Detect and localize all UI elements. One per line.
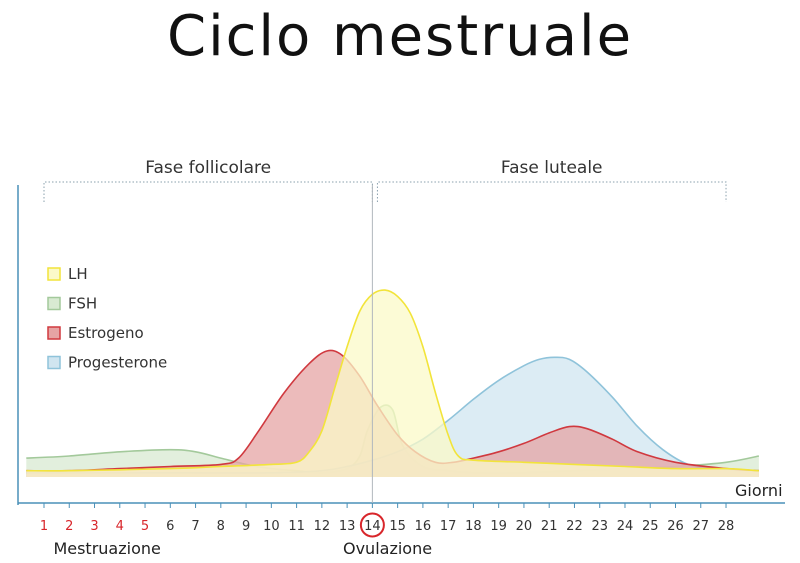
legend: LH FSH Estrogeno Progesterone — [47, 265, 167, 372]
legend-swatch-progesterone — [47, 355, 61, 370]
tick-label-1: 1 — [40, 519, 48, 534]
annotation-ovulazione: Ovulazione — [343, 539, 432, 558]
legend-label-progesterone: Progesterone — [68, 354, 167, 372]
tick-label-19: 19 — [490, 519, 507, 534]
phase-label-fase-follicolare: Fase follicolare — [145, 158, 271, 178]
tick-label-12: 12 — [314, 519, 331, 534]
tick-label-11: 11 — [288, 519, 305, 534]
tick-label-24: 24 — [617, 519, 634, 534]
axis-annotations: Giorni Mestruazione Ovulazione — [53, 481, 782, 558]
tick-label-2: 2 — [65, 519, 73, 534]
hormone-curves — [26, 289, 760, 477]
legend-swatch-lh — [47, 267, 61, 281]
area-estrogeno — [26, 350, 759, 477]
tick-label-10: 10 — [263, 519, 280, 534]
chart-title: Ciclo mestruale — [166, 4, 634, 69]
chart-axes — [17, 185, 785, 505]
tick-label-7: 7 — [191, 519, 199, 534]
day-ticks: 1 2 3 4 5 6 7 8 9 10 11 12 13 14 15 16 17 18 19 20 21 22 23 24 2… — [40, 503, 735, 538]
tick-label-17: 17 — [440, 519, 457, 534]
tick-label-20: 20 — [516, 519, 533, 534]
tick-label-8: 8 — [217, 519, 225, 534]
legend-swatch-fsh — [47, 296, 61, 311]
tick-label-23: 23 — [591, 519, 608, 534]
tick-label-15: 15 — [389, 519, 406, 534]
legend-label-estrogeno: Estrogeno — [68, 324, 144, 342]
annotation-mestruazione: Mestruazione — [53, 539, 160, 558]
line-lh — [26, 289, 759, 472]
bracket-fase-luteale — [376, 181, 727, 202]
tick-label-21: 21 — [541, 519, 558, 534]
ovulation-circle — [359, 512, 385, 538]
legend-label-fsh: FSH — [68, 295, 97, 313]
x-axis-label: Giorni — [735, 481, 783, 500]
tick-label-5: 5 — [141, 519, 149, 534]
tick-label-13: 13 — [339, 519, 356, 534]
phase-brackets: Fase follicolare Fase luteale — [43, 158, 727, 202]
legend-swatch-estrogeno — [47, 326, 61, 340]
tick-label-4: 4 — [116, 519, 124, 534]
tick-label-22: 22 — [566, 519, 583, 534]
tick-label-25: 25 — [642, 519, 659, 534]
tick-label-9: 9 — [242, 519, 250, 534]
tick-label-26: 26 — [667, 519, 684, 534]
tick-label-16: 16 — [415, 519, 432, 534]
tick-label-3: 3 — [90, 519, 98, 534]
tick-label-18: 18 — [465, 519, 482, 534]
tick-label-28: 28 — [718, 519, 735, 534]
bracket-fase-follicolare — [43, 181, 373, 202]
tick-label-27: 27 — [692, 519, 709, 534]
tick-label-6: 6 — [166, 519, 174, 534]
area-lh — [26, 290, 759, 477]
tick-label-14: 14 — [364, 519, 381, 534]
legend-label-lh: LH — [68, 265, 88, 283]
phase-label-fase-luteale: Fase luteale — [501, 158, 603, 178]
